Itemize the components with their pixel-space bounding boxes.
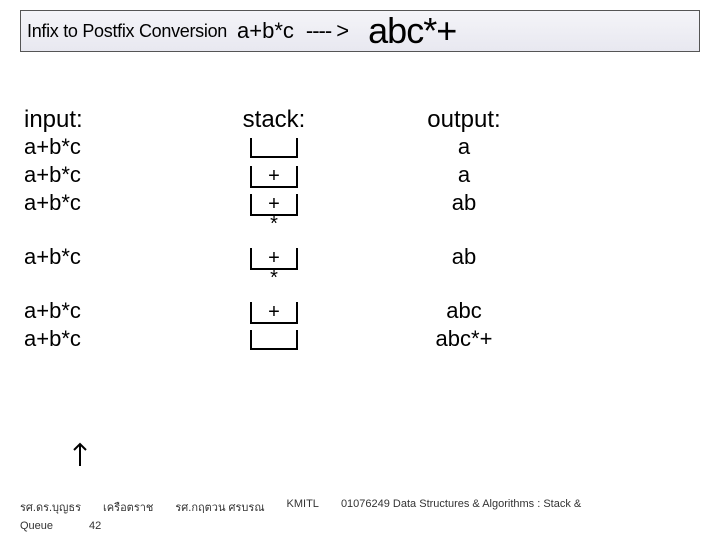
output-cell: a [364,134,564,160]
up-arrow-icon [66,440,94,468]
footer-author2: เครือตราช [103,498,153,516]
input-cell: a+b*c [24,162,184,188]
input-cell: a+b*c [24,326,184,352]
output-cell: ab [364,190,564,216]
footer-author1: รศ.ดร.บุญธร [20,498,81,516]
title-result: abc*+ [368,10,456,52]
stack-cell: + [250,166,298,188]
output-cell: abc*+ [364,326,564,352]
title-label: Infix to Postfix Conversion [27,21,227,42]
footer-page: 42 [89,520,101,532]
header-stack: stack: [184,106,364,134]
output-cell: abc [364,298,564,324]
stack-cell: + [250,302,298,324]
stack-cell [250,138,298,158]
footer-institution: KMITL [287,498,319,516]
input-cell: a+b*c [24,298,184,324]
footer-queue: Queue [20,520,53,532]
input-cell: a+b*c [24,134,184,160]
footer-course: 01076249 Data Structures & Algorithms : … [341,498,581,516]
title-arrow: ---- > [306,18,348,44]
conversion-table: input: stack: output: a+b*c a a+b*c + a … [24,106,564,354]
title-bar: Infix to Postfix Conversion a+b*c ---- >… [20,10,700,52]
header-output: output: [364,106,564,134]
footer: รศ.ดร.บุญธร เครือตราช รศ.กฤตวน ศรบรณ KMI… [20,498,720,532]
stack-cell [250,330,298,350]
input-cell: a+b*c [24,190,184,216]
stack-extra: * [270,214,278,234]
title-expression: a+b*c [237,18,294,44]
stack-extra: * [270,268,278,288]
header-input: input: [24,106,184,134]
input-cell: a+b*c [24,244,184,270]
output-cell: a [364,162,564,188]
footer-author3: รศ.กฤตวน ศรบรณ [175,498,264,516]
output-cell: ab [364,244,564,270]
